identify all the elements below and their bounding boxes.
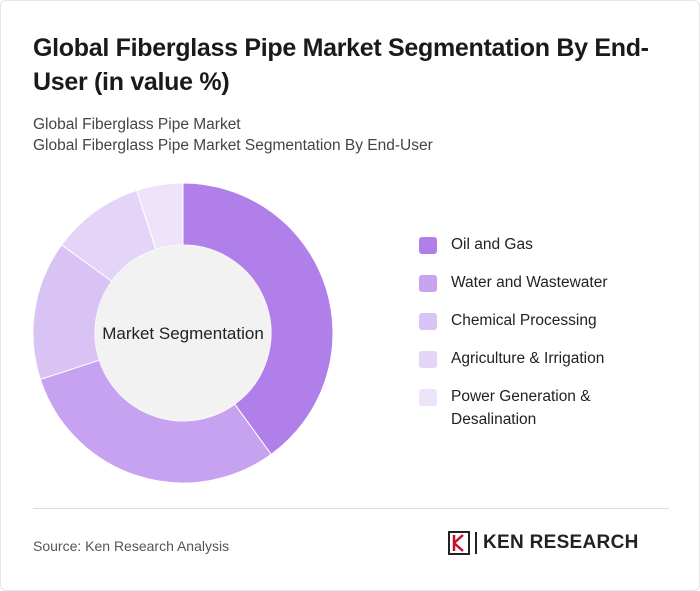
legend-label: Agriculture & Irrigation — [451, 350, 605, 367]
legend-swatch — [419, 275, 437, 292]
logo-wordmark: KEN RESEARCH — [483, 532, 639, 553]
legend-item: Agriculture & Irrigation — [419, 347, 679, 370]
legend-label: Water and Wastewater — [451, 274, 608, 291]
chart-legend: Oil and Gas Water and Wastewater Chemical … — [419, 233, 679, 446]
donut-chart: Market Segmentation — [32, 182, 334, 484]
legend-swatch — [419, 237, 437, 254]
legend-item: Oil and Gas — [419, 233, 679, 256]
legend-item: Power Generation & Desalination — [419, 385, 679, 431]
subtitle-line-1: Global Fiberglass Pipe Market — [33, 116, 241, 133]
legend-swatch — [419, 313, 437, 330]
center-label: Market Segmentation — [102, 324, 264, 343]
legend-label: Oil and Gas — [451, 236, 533, 253]
legend-swatch — [419, 389, 437, 406]
donut-hole — [95, 245, 271, 421]
legend-item: Chemical Processing — [419, 309, 679, 332]
legend-label: Chemical Processing — [451, 312, 597, 329]
ken-research-logo-mark — [448, 531, 470, 555]
subtitle-line-2: Global Fiberglass Pipe Market Segmentati… — [33, 137, 433, 154]
footer-divider — [33, 508, 669, 509]
chart-title: Global Fiberglass Pipe Market Segmentati… — [33, 34, 649, 96]
logo-separator — [475, 532, 477, 554]
source-note: Source: Ken Research Analysis — [33, 538, 230, 554]
ken-research-logo: KEN RESEARCH — [448, 531, 639, 555]
legend-label: Power Generation & Desalination — [451, 388, 591, 428]
legend-swatch — [419, 351, 437, 368]
donut-chart-area: Market Segmentation — [1, 171, 381, 501]
legend-item: Water and Wastewater — [419, 271, 679, 294]
chart-subtitle: Global Fiberglass Pipe Market Global Fib… — [33, 114, 673, 156]
